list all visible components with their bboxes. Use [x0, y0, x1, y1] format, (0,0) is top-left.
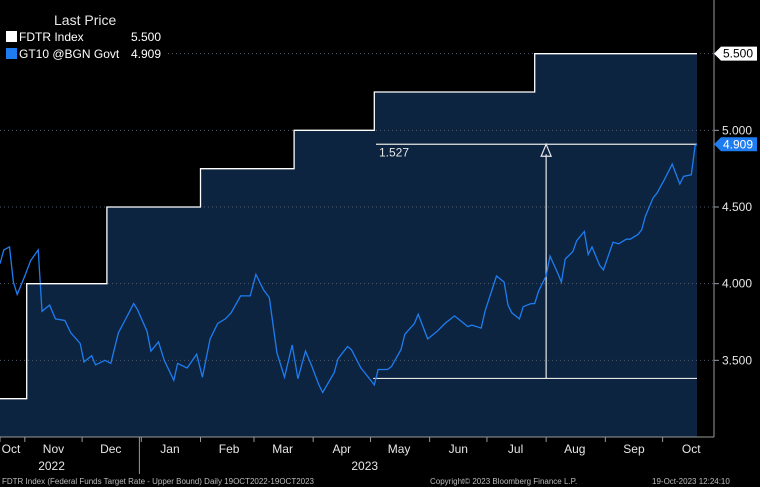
last-price-value-gt10: 4.909: [723, 137, 753, 151]
x-tick-label-6: Apr: [332, 442, 351, 456]
legend-value-fdtr: 5.500: [131, 30, 162, 44]
y-tick-label-2: 4.500: [722, 200, 752, 214]
x-axis-ticks: Oct Nov Dec Jan Feb Mar Apr May Jun Jul Aug Sep Oct 2…: [0, 437, 701, 474]
x-tick-label-5: Mar: [272, 442, 293, 456]
x-tick-label-11: Sep: [623, 442, 645, 456]
x-tick-label-0: Oct: [2, 442, 21, 456]
last-price-tags: 5.500 4.909: [714, 46, 757, 152]
series-line-fdtr: [0, 53, 697, 400]
y-tick-label-1: 4.000: [722, 277, 752, 291]
last-price-tag-gt10: [714, 137, 757, 152]
x-tick-label-4: Feb: [219, 442, 240, 456]
last-price-value-fdtr: 5.500: [723, 47, 753, 61]
legend-item-gt10: GT10 @BGN Govt 4.909: [6, 47, 161, 61]
legend-label-gt10: GT10 @BGN Govt: [19, 47, 120, 61]
x-tick-label-7: May: [388, 442, 411, 456]
annotation-label: 1.527: [379, 145, 409, 159]
footer-copyright: Copyright© 2023 Bloomberg Finance L.P.: [430, 477, 578, 486]
legend: Last Price FDTR Index 5.500 GT10 @BGN Go…: [0, 8, 168, 66]
legend-item-fdtr: FDTR Index 5.500: [6, 30, 161, 44]
x-tick-label-10: Aug: [564, 442, 585, 456]
y-tick-label-0: 3.500: [722, 353, 752, 367]
legend-value-gt10: 4.909: [131, 47, 162, 61]
footer-source: FDTR Index (Federal Funds Target Rate - …: [2, 477, 314, 486]
x-tick-label-9: Jul: [508, 442, 523, 456]
legend-title: Last Price: [54, 12, 117, 28]
x-tick-label-12: Oct: [682, 442, 701, 456]
legend-label-fdtr: FDTR Index: [19, 30, 84, 44]
year-label-1: 2023: [351, 459, 378, 473]
x-tick-label-1: Nov: [43, 442, 64, 456]
footer-timestamp: 19-Oct-2023 12:24:10: [652, 477, 730, 486]
x-tick-label-8: Jun: [449, 442, 468, 456]
range-annotation: 1.527: [373, 142, 697, 380]
x-tick-label-3: Jan: [160, 442, 179, 456]
legend-swatch-gt10: [6, 48, 17, 59]
annotation-arrow-head: [540, 142, 553, 157]
y-tick-label-3: 5.000: [722, 123, 752, 137]
y-axis-ticks: 3.500 4.000 4.500 5.000 5.500: [714, 47, 752, 367]
fdtr-area-fill: [0, 53, 697, 437]
series-line-gt10: [0, 143, 698, 394]
last-price-tag-fdtr: [714, 46, 757, 61]
year-label-0: 2022: [38, 459, 65, 473]
x-tick-label-2: Dec: [100, 442, 121, 456]
legend-swatch-fdtr: [6, 31, 17, 42]
